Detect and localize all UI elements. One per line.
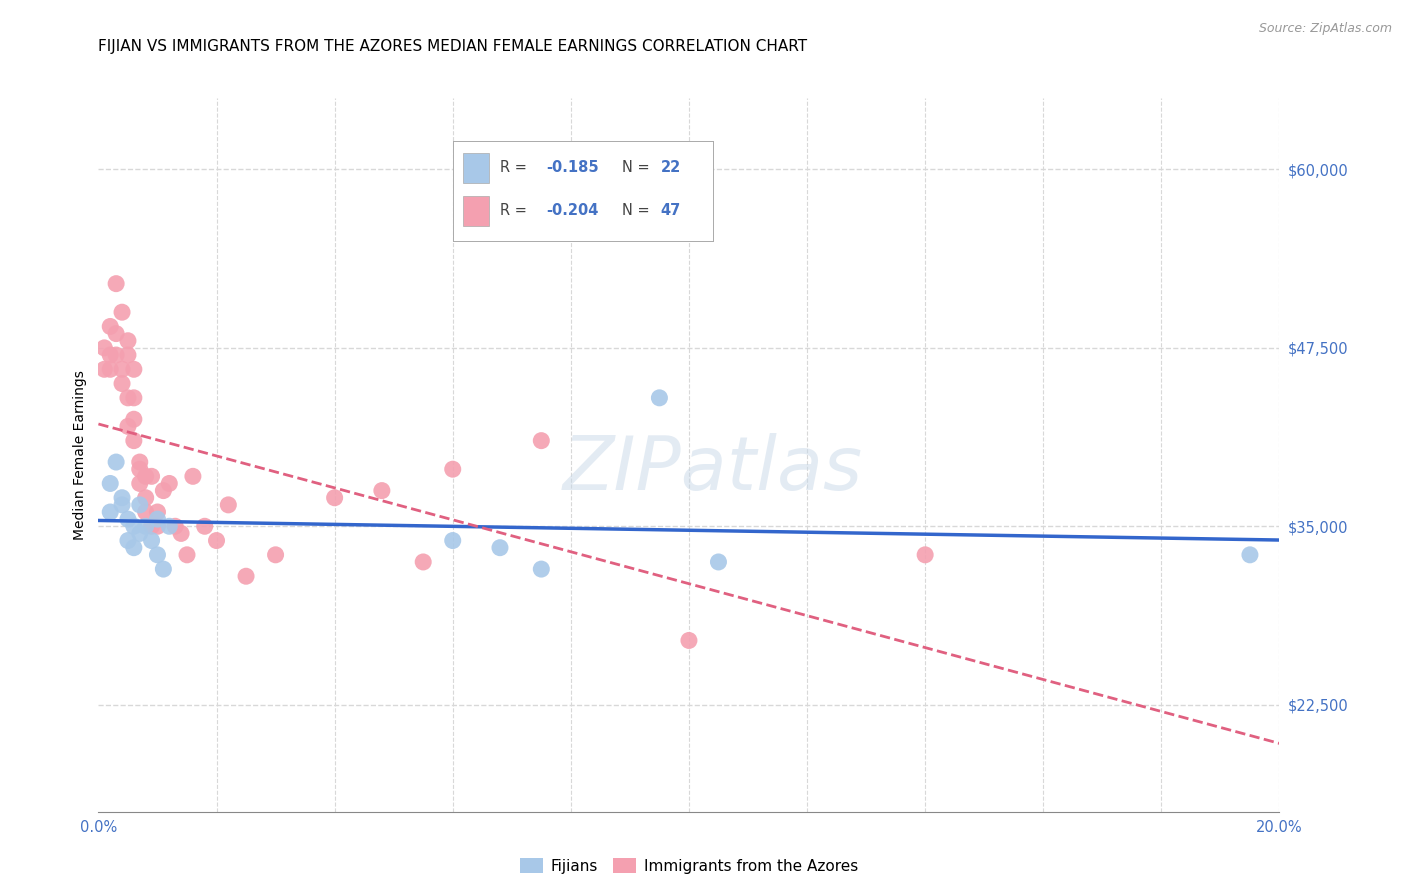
Point bbox=[105, 326, 128, 341]
Point bbox=[93, 341, 115, 355]
Point bbox=[152, 562, 174, 576]
Point bbox=[914, 548, 936, 562]
Point bbox=[146, 505, 169, 519]
Point bbox=[146, 519, 169, 533]
Point bbox=[135, 469, 157, 483]
Point bbox=[117, 419, 139, 434]
Point bbox=[122, 541, 145, 555]
Point bbox=[98, 476, 121, 491]
Point bbox=[122, 412, 145, 426]
Point bbox=[98, 505, 121, 519]
Point bbox=[141, 469, 163, 483]
Point bbox=[441, 462, 464, 476]
Point bbox=[146, 548, 169, 562]
Point bbox=[181, 469, 204, 483]
Text: Source: ZipAtlas.com: Source: ZipAtlas.com bbox=[1258, 22, 1392, 36]
Point bbox=[157, 476, 180, 491]
Point bbox=[157, 519, 180, 533]
Point bbox=[146, 512, 169, 526]
Point bbox=[93, 362, 115, 376]
Point bbox=[111, 376, 134, 391]
Point bbox=[98, 348, 121, 362]
Point bbox=[117, 334, 139, 348]
Point bbox=[217, 498, 239, 512]
Point bbox=[152, 483, 174, 498]
Y-axis label: Median Female Earnings: Median Female Earnings bbox=[73, 370, 87, 540]
Point bbox=[105, 277, 128, 291]
Point bbox=[141, 533, 163, 548]
Point bbox=[128, 476, 150, 491]
Point bbox=[128, 462, 150, 476]
Point bbox=[105, 455, 128, 469]
Text: FIJIAN VS IMMIGRANTS FROM THE AZORES MEDIAN FEMALE EARNINGS CORRELATION CHART: FIJIAN VS IMMIGRANTS FROM THE AZORES MED… bbox=[98, 38, 807, 54]
Point bbox=[111, 362, 134, 376]
Point bbox=[194, 519, 217, 533]
Text: ZIPatlas: ZIPatlas bbox=[562, 434, 863, 505]
Point bbox=[122, 362, 145, 376]
Point bbox=[323, 491, 346, 505]
Point bbox=[98, 362, 121, 376]
Point bbox=[264, 548, 287, 562]
Point bbox=[135, 505, 157, 519]
Point bbox=[176, 548, 198, 562]
Point bbox=[648, 391, 671, 405]
Point bbox=[117, 391, 139, 405]
Point bbox=[205, 533, 228, 548]
Point bbox=[128, 526, 150, 541]
Point bbox=[117, 533, 139, 548]
Point bbox=[135, 491, 157, 505]
Point bbox=[111, 498, 134, 512]
Point bbox=[122, 391, 145, 405]
Point bbox=[105, 348, 128, 362]
Point bbox=[111, 305, 134, 319]
Point bbox=[412, 555, 434, 569]
Point bbox=[1239, 548, 1261, 562]
Point bbox=[128, 498, 150, 512]
Point bbox=[441, 533, 464, 548]
Point bbox=[122, 434, 145, 448]
Point bbox=[141, 519, 163, 533]
Point bbox=[98, 319, 121, 334]
Point bbox=[170, 526, 193, 541]
Point bbox=[117, 348, 139, 362]
Legend: Fijians, Immigrants from the Azores: Fijians, Immigrants from the Azores bbox=[513, 852, 865, 880]
Point bbox=[111, 491, 134, 505]
Point bbox=[707, 555, 730, 569]
Point bbox=[165, 519, 187, 533]
Point bbox=[122, 519, 145, 533]
Point bbox=[530, 562, 553, 576]
Point bbox=[371, 483, 394, 498]
Point bbox=[678, 633, 700, 648]
Point bbox=[235, 569, 257, 583]
Point bbox=[128, 455, 150, 469]
Point bbox=[530, 434, 553, 448]
Point bbox=[135, 519, 157, 533]
Point bbox=[117, 512, 139, 526]
Point bbox=[489, 541, 512, 555]
